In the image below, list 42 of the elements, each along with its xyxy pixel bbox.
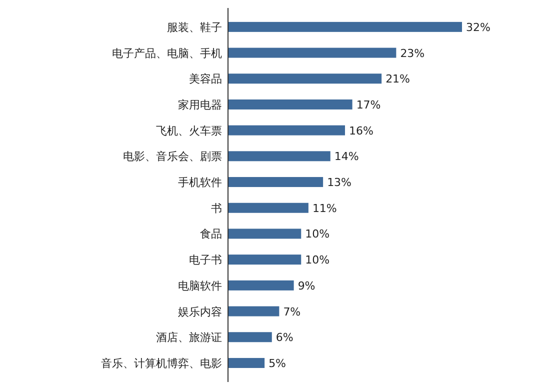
data-label: 11% [312, 202, 337, 215]
bar [228, 254, 302, 265]
y-tick-label: 电影、音乐会、剧票 [123, 150, 222, 164]
y-tick-label: 酒店、旅游证 [156, 331, 222, 344]
bar [228, 177, 324, 188]
bar [228, 151, 330, 162]
y-tick-label: 家用电器 [178, 98, 222, 112]
data-label: 10% [305, 254, 330, 267]
data-label: 6% [276, 331, 294, 344]
y-tick-label: 音乐、计算机博弈、电影 [101, 356, 222, 370]
y-tick-label: 食品 [200, 228, 222, 241]
data-label: 5% [268, 356, 286, 370]
data-label: 14% [334, 150, 359, 164]
data-label: 21% [386, 72, 410, 86]
bar [228, 306, 280, 316]
bar [228, 22, 462, 32]
data-label: 7% [283, 305, 301, 318]
bar [228, 48, 396, 58]
data-label: 32% [466, 20, 490, 34]
y-tick-label: 手机软件 [178, 176, 222, 190]
data-label: 16% [349, 124, 374, 138]
bar [228, 74, 382, 84]
y-tick-label: 电子产品、电脑、手机 [112, 46, 222, 60]
bar [228, 228, 302, 239]
data-label: 17% [356, 98, 381, 112]
y-tick-label: 电子书 [189, 254, 222, 267]
y-tick-label: 服装、鞋子 [167, 20, 222, 34]
bar [228, 358, 265, 368]
bar [228, 99, 352, 110]
y-tick-label: 电脑软件 [178, 279, 222, 292]
data-label: 23% [400, 46, 425, 60]
bar [228, 280, 294, 290]
bar [228, 202, 308, 213]
y-tick-label: 娱乐内容 [178, 305, 222, 318]
data-label: 9% [298, 279, 316, 292]
data-label: 13% [327, 176, 352, 190]
bar [228, 125, 345, 136]
y-tick-label: 飞机、火车票 [156, 124, 222, 138]
y-tick-label: 书 [211, 202, 222, 215]
bar [228, 332, 272, 342]
y-tick-label: 美容品 [189, 72, 222, 86]
data-label: 10% [305, 228, 330, 241]
